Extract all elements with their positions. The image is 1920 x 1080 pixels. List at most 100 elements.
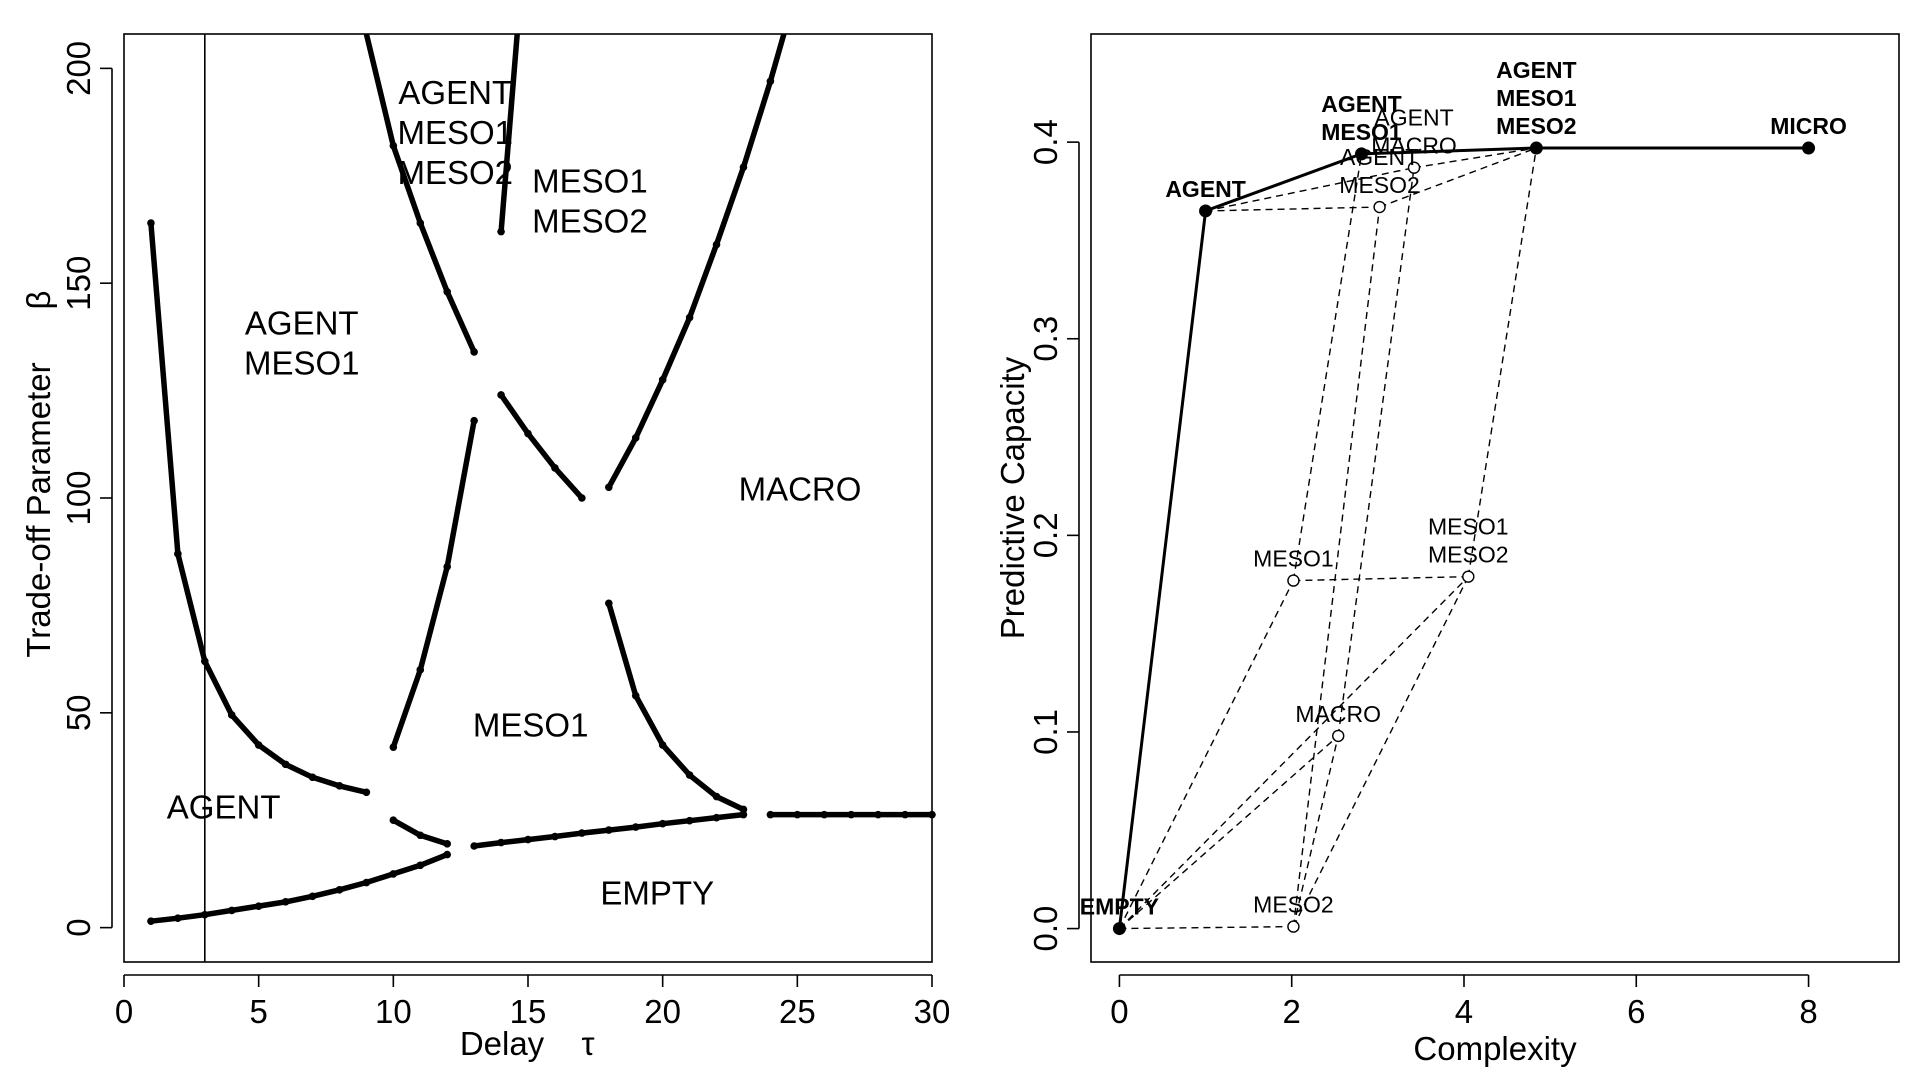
boundary-point xyxy=(766,77,775,86)
right-points-group xyxy=(1112,141,1816,936)
boundary-point xyxy=(443,840,452,848)
boundary-point xyxy=(928,810,936,819)
x-tick-label: 8 xyxy=(1799,993,1817,1030)
boundary-point xyxy=(524,429,532,438)
boundary-point xyxy=(739,805,748,814)
boundary-point xyxy=(147,917,155,925)
boundary-point xyxy=(389,141,398,150)
y-tick-label: 100 xyxy=(60,470,97,525)
boundary-point xyxy=(658,376,667,384)
right-plot-frame xyxy=(1090,33,1900,963)
boundary-point xyxy=(281,898,290,906)
boundary-point xyxy=(470,348,478,356)
lattice-label-macro: MACRO xyxy=(1371,133,1457,159)
lattice-edge xyxy=(1292,576,1469,927)
right-x-axis-title: Complexity xyxy=(1413,1030,1577,1067)
lattice-point xyxy=(1407,161,1421,174)
boundary-line-10 xyxy=(606,602,745,812)
boundary-line-6 xyxy=(390,420,477,749)
boundary-point xyxy=(416,666,425,674)
boundary-point xyxy=(389,816,398,825)
boundary-point xyxy=(631,434,640,442)
boundary-point xyxy=(174,550,182,558)
boundary-point xyxy=(362,788,371,797)
boundary-point xyxy=(335,886,344,894)
frontier-label-agent: AGENT xyxy=(1321,91,1402,117)
left-y-axis: 0 50 100 150 200 xyxy=(60,41,113,937)
boundary-point xyxy=(416,219,425,227)
x-tick-label: 20 xyxy=(644,993,681,1030)
region-label-empty: EMPTY xyxy=(600,874,714,911)
y-tick-label: 50 xyxy=(60,694,97,731)
boundary-point xyxy=(578,829,586,837)
left-y-axis-symbol: β xyxy=(20,291,57,310)
frontier-point xyxy=(1529,141,1543,155)
left-x-axis: 0 5 10 15 20 25 30 xyxy=(115,974,950,1030)
x-tick-label: 0 xyxy=(115,993,133,1030)
boundary-point xyxy=(254,741,263,749)
lattice-edge xyxy=(1118,580,1295,929)
lattice-edge xyxy=(1467,147,1538,577)
frontier-point xyxy=(1112,922,1126,936)
boundary-point xyxy=(147,219,155,227)
boundary-line-8 xyxy=(498,393,584,500)
y-tick-label: 0.2 xyxy=(1027,512,1064,558)
lattice-edge xyxy=(1119,925,1294,930)
lattice-label-meso2: MESO2 xyxy=(1428,542,1509,568)
lattice-point xyxy=(1462,570,1475,583)
frontier-label-agent: AGENT xyxy=(1496,57,1577,83)
y-tick-label: 0.4 xyxy=(1027,119,1064,165)
y-tick-label: 150 xyxy=(60,256,97,311)
right-x-axis: 0 2 4 6 8 xyxy=(1110,974,1818,1030)
boundary-point xyxy=(712,792,721,801)
boundary-point xyxy=(820,810,829,819)
left-x-axis-symbol: τ xyxy=(581,1025,594,1062)
x-tick-label: 2 xyxy=(1283,993,1301,1030)
x-tick-label: 6 xyxy=(1627,993,1645,1030)
boundary-point xyxy=(497,227,505,236)
x-tick-label: 15 xyxy=(510,993,547,1030)
boundary-line-11 xyxy=(606,33,787,489)
left-x-axis-title: Delay xyxy=(460,1025,545,1062)
boundary-point xyxy=(443,562,452,571)
boundary-point xyxy=(443,850,452,859)
boundary-point xyxy=(739,163,748,171)
y-tick-label: 0.3 xyxy=(1027,316,1064,362)
frontier-label-meso1: MESO1 xyxy=(1496,85,1577,111)
boundary-point xyxy=(362,878,371,887)
boundary-point xyxy=(416,831,425,840)
boundary-point xyxy=(578,494,586,502)
lattice-label-meso1: MESO1 xyxy=(1428,514,1509,540)
boundary-point xyxy=(605,483,613,492)
boundary-point xyxy=(227,711,236,719)
boundary-point xyxy=(335,782,344,790)
frontier-point xyxy=(1354,147,1368,161)
boundary-point xyxy=(658,741,667,749)
boundary-point xyxy=(254,902,263,910)
x-tick-label: 10 xyxy=(375,993,412,1030)
boundary-point xyxy=(201,657,209,666)
x-tick-label: 25 xyxy=(779,993,816,1030)
boundary-point xyxy=(605,599,613,608)
boundary-point xyxy=(901,810,909,819)
right-y-axis-title: Predictive Capacity xyxy=(994,356,1031,639)
left-y-axis-title: Trade-off Parameter xyxy=(20,362,57,657)
boundary-line-2 xyxy=(150,852,449,924)
lattice-label-meso2: MESO2 xyxy=(1339,172,1420,198)
region-label-meso1: MESO1 xyxy=(398,114,514,151)
lattice-label-macro: MACRO xyxy=(1295,701,1381,727)
boundary-point xyxy=(308,773,317,782)
frontier-label-meso1: MESO1 xyxy=(1321,119,1402,145)
lattice-edge xyxy=(1413,147,1537,169)
lattice-edge xyxy=(1292,206,1381,927)
region-label-meso2: MESO2 xyxy=(532,203,648,240)
boundary-point xyxy=(174,914,182,922)
lattice-point xyxy=(1332,729,1345,743)
boundary-point xyxy=(201,910,209,919)
region-label-macro: MACRO xyxy=(739,470,862,507)
frontier-point xyxy=(1199,204,1213,218)
boundary-point xyxy=(631,823,640,831)
lattice-label-agent: AGENT xyxy=(1340,144,1419,170)
